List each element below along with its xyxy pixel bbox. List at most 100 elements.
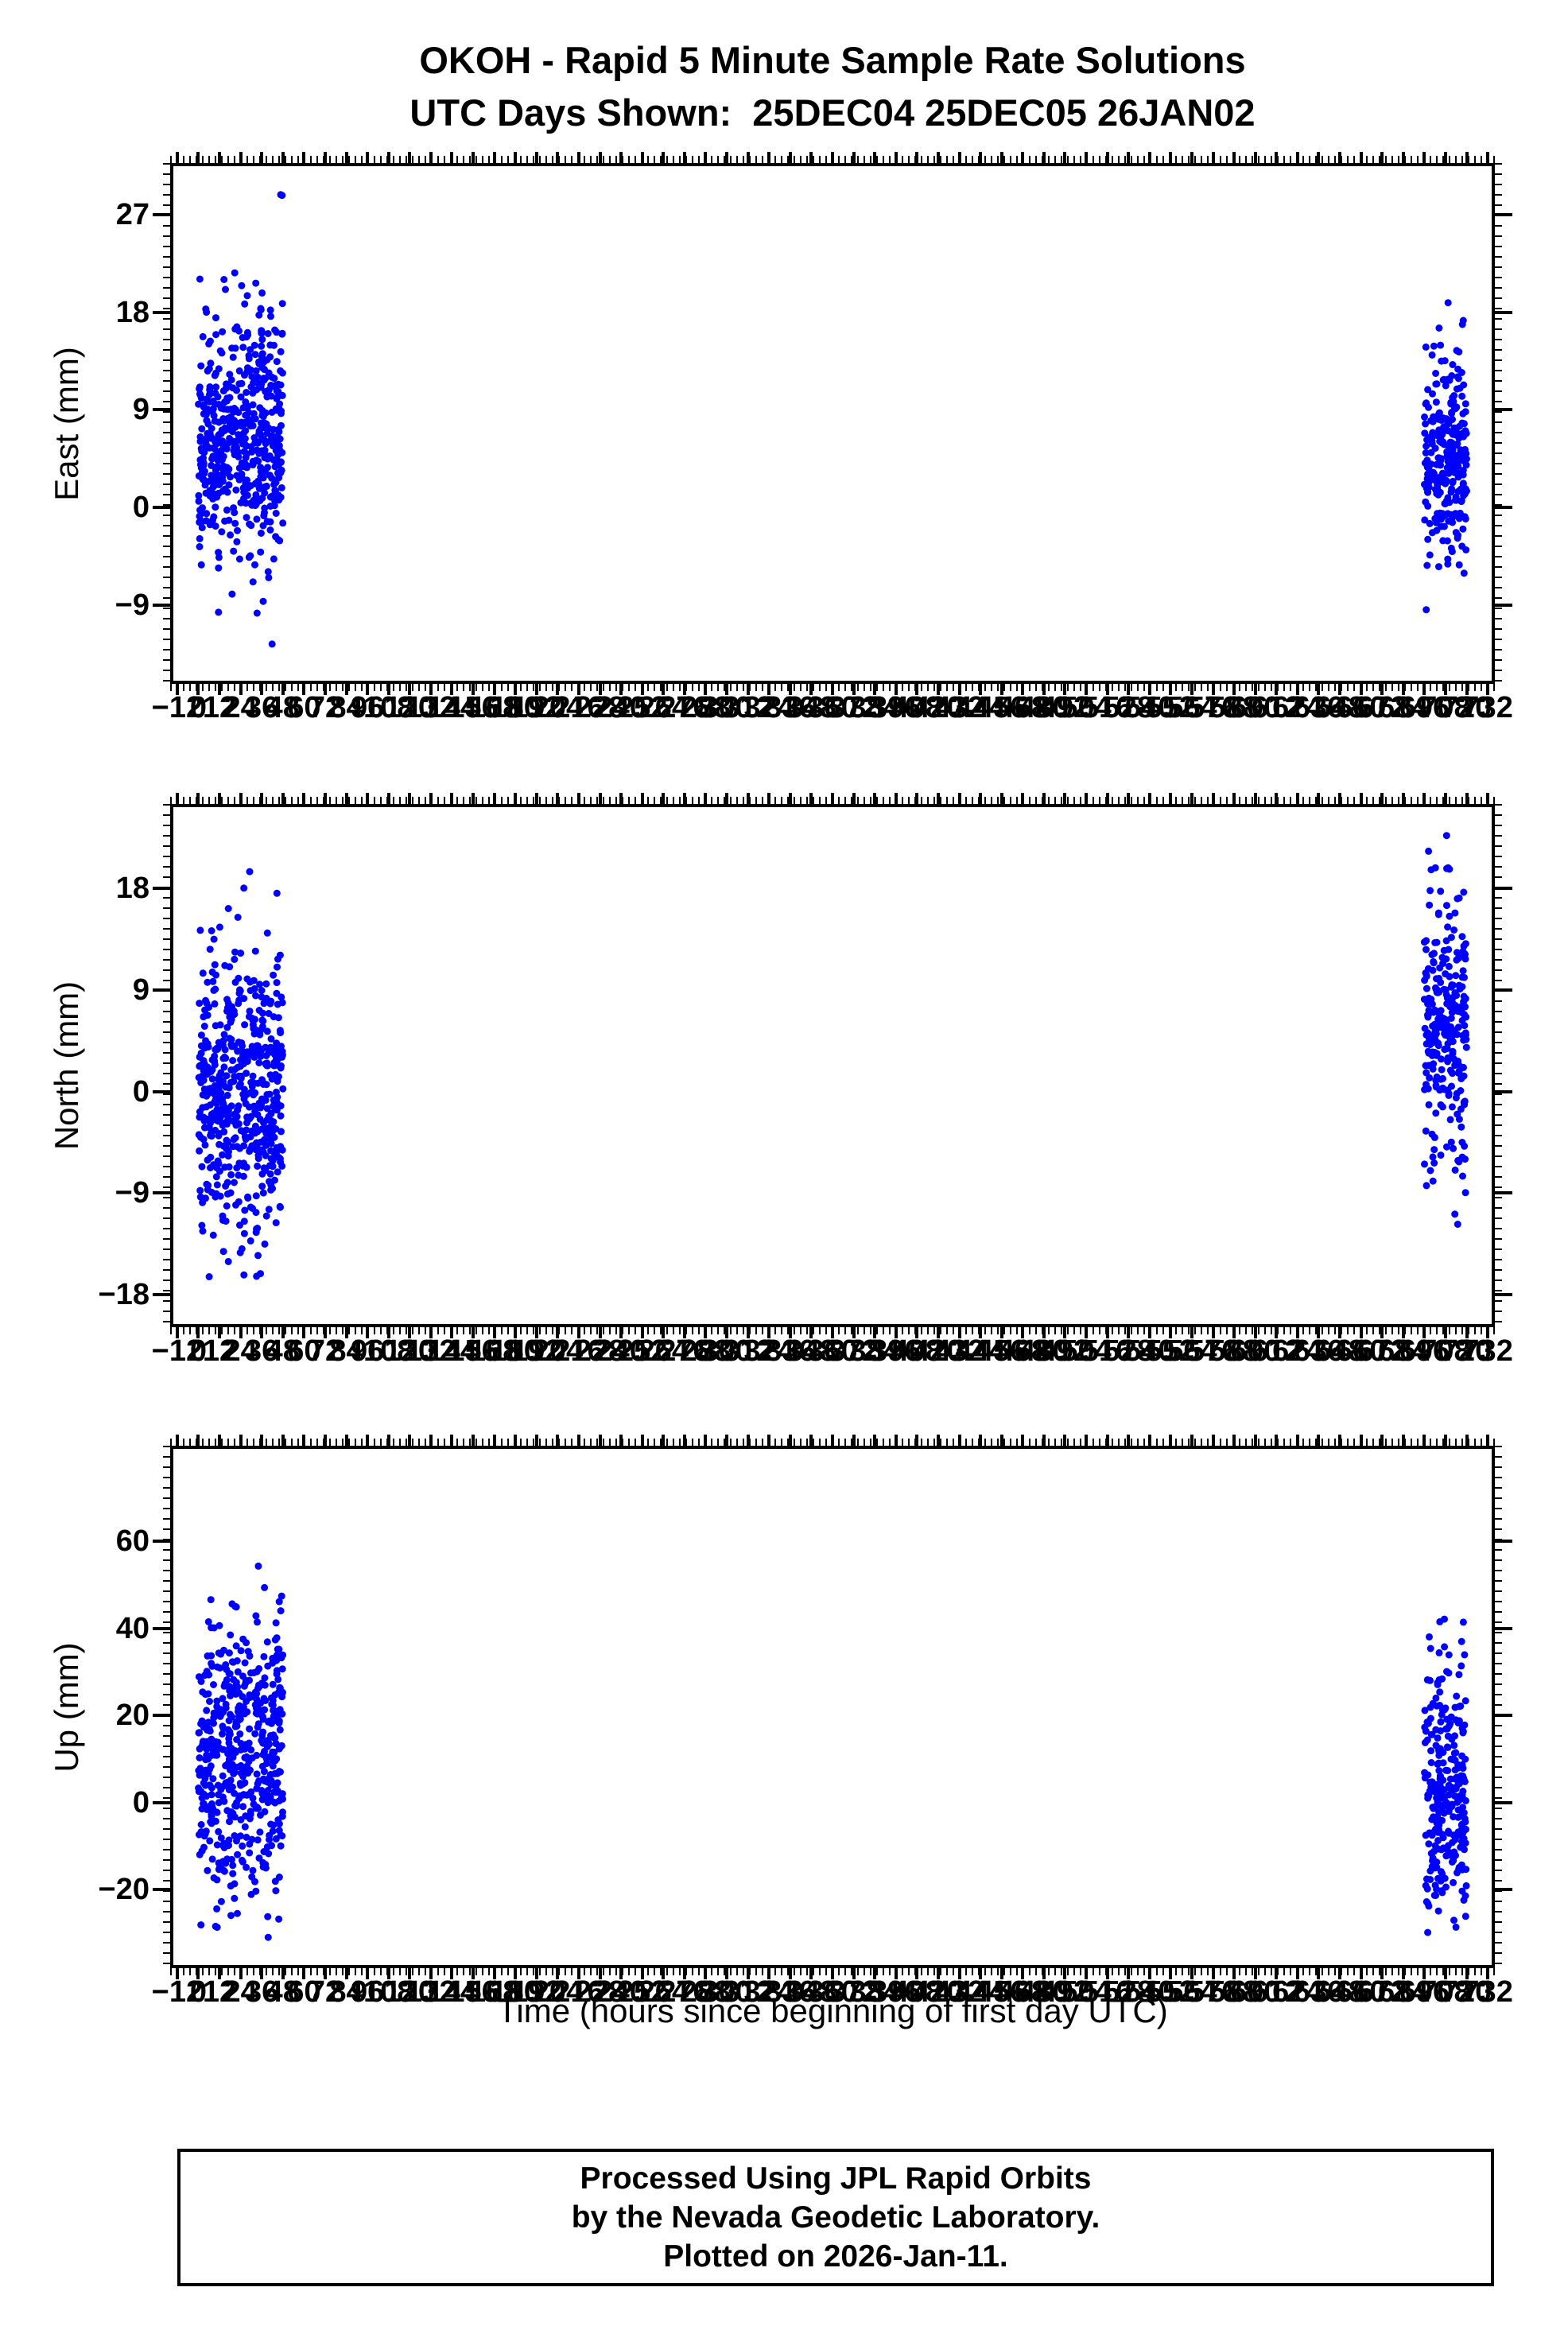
x-tick-mark bbox=[1380, 152, 1384, 163]
x-tick-mark bbox=[936, 1435, 940, 1446]
x-tick-label: 252 bbox=[617, 691, 668, 724]
x-tick-mark bbox=[260, 1968, 264, 1979]
x-tick-label: 288 bbox=[680, 1334, 732, 1368]
x-tick-mark bbox=[556, 152, 560, 163]
x-tick-mark bbox=[1063, 793, 1067, 804]
x-tick-mark bbox=[1085, 793, 1089, 804]
x-tick-mark bbox=[472, 1968, 475, 1979]
x-tick-label: 276 bbox=[659, 1334, 710, 1368]
x-tick-mark bbox=[472, 1327, 475, 1338]
x-tick-mark bbox=[492, 152, 496, 163]
x-tick-label: 360 bbox=[807, 1334, 858, 1368]
x-tick-mark bbox=[1443, 1968, 1447, 1979]
x-tick-label: 216 bbox=[553, 1334, 604, 1368]
x-tick-mark bbox=[1401, 1968, 1405, 1979]
x-tick-label: 504 bbox=[1061, 1334, 1112, 1368]
x-tick-mark bbox=[682, 1327, 686, 1338]
x-tick-mark bbox=[957, 152, 961, 163]
x-tick-label: 660 bbox=[1335, 1334, 1387, 1368]
x-tick-mark bbox=[408, 793, 412, 804]
x-tick-mark bbox=[894, 1968, 898, 1979]
x-tick-mark bbox=[1275, 1435, 1279, 1446]
x-tick-mark bbox=[1021, 684, 1025, 695]
x-tick-label: 384 bbox=[849, 1334, 900, 1368]
x-tick-mark bbox=[218, 793, 222, 804]
x-tick-mark bbox=[1359, 684, 1363, 695]
x-tick-mark bbox=[1105, 1327, 1109, 1338]
x-tick-mark bbox=[239, 1968, 243, 1979]
x-tick-mark bbox=[239, 1435, 243, 1446]
x-tick-mark bbox=[1021, 152, 1025, 163]
x-tick-label: 72 bbox=[308, 1334, 343, 1368]
x-tick-label: 696 bbox=[1399, 691, 1450, 724]
x-tick-label: 636 bbox=[1293, 1334, 1345, 1368]
x-tick-mark bbox=[302, 1435, 306, 1446]
x-tick-mark bbox=[682, 684, 686, 695]
y-tick-mark bbox=[1495, 603, 1512, 607]
x-tick-mark bbox=[957, 1435, 961, 1446]
x-tick-mark bbox=[662, 1435, 666, 1446]
x-tick-label: 720 bbox=[1441, 1334, 1492, 1368]
y-axis-label-north: North (mm) bbox=[48, 981, 85, 1151]
x-tick-mark bbox=[1147, 1435, 1151, 1446]
x-tick-label: 396 bbox=[871, 1334, 922, 1368]
x-tick-mark bbox=[260, 684, 264, 695]
x-tick-mark bbox=[852, 1327, 856, 1338]
x-tick-mark bbox=[1105, 1435, 1109, 1446]
y-tick-label: 60 bbox=[115, 1524, 149, 1559]
x-tick-mark bbox=[534, 1435, 538, 1446]
x-tick-label: 516 bbox=[1081, 1334, 1133, 1368]
x-tick-mark bbox=[725, 684, 729, 695]
x-tick-mark bbox=[1063, 1968, 1067, 1979]
plot-box-up bbox=[170, 1446, 1495, 1968]
y-tick-mark bbox=[153, 310, 170, 314]
y-tick-mark bbox=[153, 1714, 170, 1718]
x-tick-mark bbox=[725, 1435, 729, 1446]
minor-ticks-bottom bbox=[170, 1327, 1495, 1334]
x-tick-label: 540 bbox=[1124, 691, 1175, 724]
x-tick-mark bbox=[1359, 152, 1363, 163]
x-tick-mark bbox=[1063, 1327, 1067, 1338]
minor-ticks-right bbox=[1495, 163, 1502, 684]
x-tick-mark bbox=[1042, 152, 1046, 163]
x-tick-label: 612 bbox=[1251, 1334, 1302, 1368]
x-tick-mark bbox=[344, 1968, 348, 1979]
x-tick-mark bbox=[576, 152, 580, 163]
x-tick-mark bbox=[1275, 1327, 1279, 1338]
x-tick-label: 660 bbox=[1335, 691, 1387, 724]
x-tick-mark bbox=[1127, 793, 1131, 804]
x-tick-mark bbox=[852, 1968, 856, 1979]
x-tick-mark bbox=[598, 1435, 602, 1446]
x-tick-mark bbox=[492, 1435, 496, 1446]
x-tick-label: 684 bbox=[1378, 1334, 1429, 1368]
x-tick-mark bbox=[1253, 1968, 1257, 1979]
x-tick-mark bbox=[1253, 1327, 1257, 1338]
x-tick-label: 528 bbox=[1103, 1334, 1154, 1368]
x-tick-label: −12 bbox=[151, 1334, 204, 1368]
x-tick-mark bbox=[196, 793, 200, 804]
x-tick-mark bbox=[239, 1327, 243, 1338]
x-tick-mark bbox=[1465, 684, 1469, 695]
x-tick-mark bbox=[640, 1968, 644, 1979]
x-tick-mark bbox=[1190, 1327, 1193, 1338]
x-tick-mark bbox=[1232, 152, 1236, 163]
x-tick-label: 156 bbox=[448, 1334, 499, 1368]
x-tick-label: 216 bbox=[553, 691, 604, 724]
x-tick-mark bbox=[915, 152, 919, 163]
x-tick-mark bbox=[598, 1327, 602, 1338]
x-tick-label: 456 bbox=[976, 1334, 1027, 1368]
x-tick-mark bbox=[1211, 793, 1215, 804]
x-tick-mark bbox=[831, 793, 834, 804]
x-tick-mark bbox=[344, 1435, 348, 1446]
x-tick-mark bbox=[1295, 1435, 1299, 1446]
x-tick-mark bbox=[1422, 793, 1426, 804]
x-tick-mark bbox=[957, 684, 961, 695]
x-tick-mark bbox=[576, 1327, 580, 1338]
minor-ticks-top bbox=[170, 797, 1495, 804]
x-tick-mark bbox=[492, 1968, 496, 1979]
footer-line-1: Processed Using JPL Rapid Orbits bbox=[580, 2161, 1092, 2196]
x-tick-mark bbox=[788, 793, 792, 804]
x-tick-mark bbox=[746, 152, 750, 163]
minor-ticks-top bbox=[170, 1439, 1495, 1446]
x-tick-mark bbox=[1147, 1968, 1151, 1979]
